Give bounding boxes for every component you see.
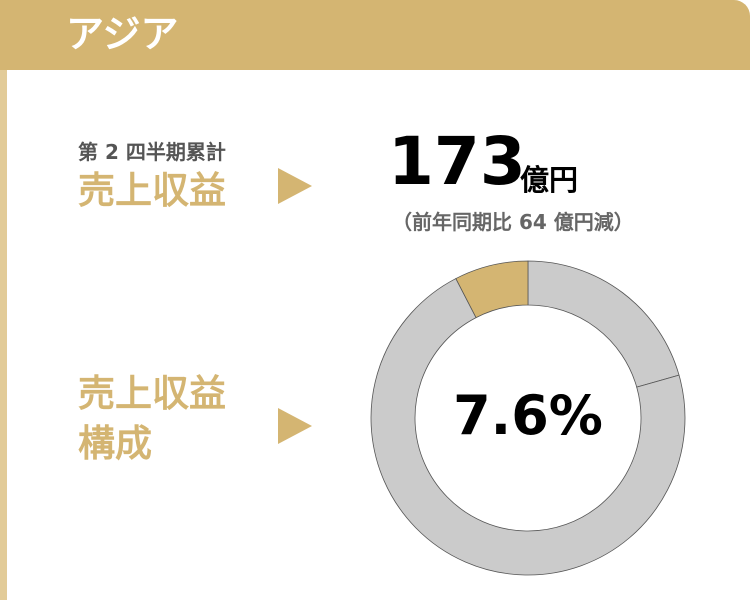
region-title: アジア [66, 12, 179, 56]
donut-slice-highlight [455, 260, 529, 319]
donut-slice-0 [527, 260, 680, 388]
left-accent-strip [0, 70, 7, 600]
revenue-label: 売上収益 [78, 169, 226, 212]
revenue-comparison: （前年同期比 64 億円減） [392, 210, 634, 234]
composition-label-line2: 構成 [78, 422, 152, 465]
arrow-right-icon [278, 408, 312, 444]
revenue-value: 173 [388, 123, 526, 200]
period-label: 第 2 四半期累計 [78, 140, 226, 164]
region-header: アジア [0, 0, 750, 70]
revenue-unit: 億円 [520, 163, 579, 197]
composition-percent: 7.6% [453, 384, 603, 447]
arrow-right-icon [278, 168, 312, 204]
composition-label-line1: 売上収益 [78, 372, 226, 415]
donut-slice-1 [370, 278, 686, 576]
